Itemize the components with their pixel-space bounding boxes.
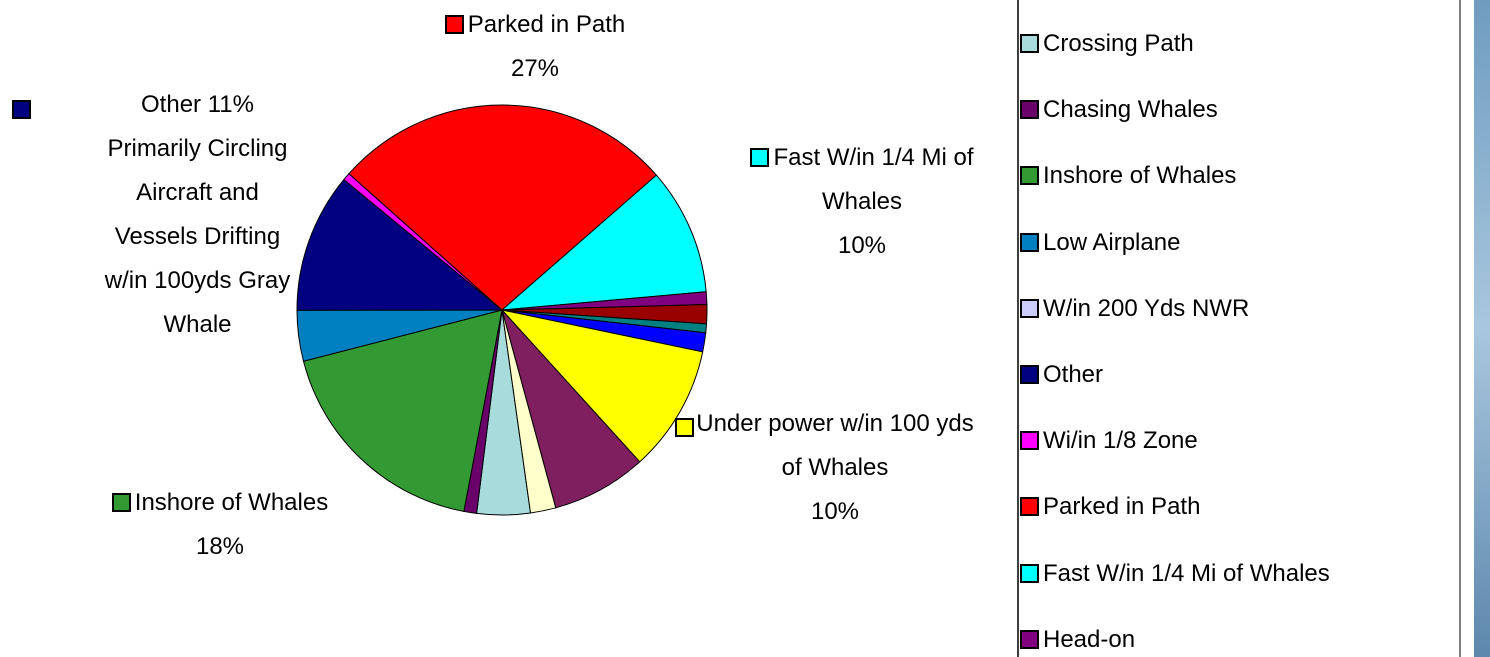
legend-text: Inshore of Whales: [1043, 162, 1237, 190]
pie-slice: [501, 309, 641, 509]
value-label: 10%: [810, 498, 860, 525]
legend-text: Other: [1043, 361, 1104, 388]
legend-text: W/in 200 Yds NWR: [1043, 294, 1250, 322]
label-text: Parked in Path: [467, 11, 626, 38]
legend-item: Chasing Whales: [1020, 96, 1218, 124]
legend-item: Fast W/in 1/4 Mi of Whales: [1020, 560, 1330, 588]
data-label: Parked in Path 27%: [400, 3, 670, 91]
legend-text: Wi/in 1/8 Zone: [1043, 427, 1198, 455]
legend-item: Low Airplane: [1020, 229, 1180, 257]
data-label: Inshore of Whales 18%: [40, 481, 400, 569]
label-swatch: [444, 15, 464, 34]
legend-swatch: [1020, 298, 1039, 318]
label-text: Inshore of Whales: [134, 489, 329, 516]
legend-item: W/in 200 Yds NWR: [1020, 295, 1249, 323]
pie-slice: [501, 309, 557, 514]
legend-text: Fast W/in 1/4 Mi of Whales: [1043, 559, 1330, 587]
label-text: Under power w/in 100 yds of Whales: [696, 410, 974, 481]
pie-slice: [296, 178, 504, 311]
legend-item: Head-on: [1020, 626, 1135, 654]
legend-text: Head-on: [1043, 625, 1136, 653]
pie-slice: [500, 309, 704, 463]
pie-slice: [348, 104, 658, 311]
legend-text: Crossing Path: [1043, 30, 1194, 57]
legend-item: Wi/in 1/8 Zone: [1020, 427, 1198, 455]
label-swatch: [111, 493, 131, 512]
value-label: 18%: [195, 533, 245, 560]
legend-swatch: [1020, 497, 1039, 517]
legend-item: Parked in Path: [1020, 493, 1200, 521]
label-swatch: [750, 148, 770, 167]
legend-swatch: [1020, 431, 1039, 451]
legend-item: Crossing Path: [1020, 30, 1194, 58]
pie-slice: [500, 174, 707, 311]
value-label: 27%: [510, 55, 560, 82]
legend-swatch: [1020, 34, 1039, 53]
label-swatch: [12, 100, 31, 119]
background-image-strip: [1474, 0, 1490, 657]
legend-swatch: [1020, 100, 1039, 120]
legend-text: Low Airplane: [1043, 228, 1181, 256]
legend-swatch: [1020, 563, 1039, 583]
data-label: Other 11% Primarily Circling Aircraft an…: [95, 83, 300, 347]
legend-item: Other: [1020, 361, 1103, 389]
label-text: Other 11% Primarily Circling Aircraft an…: [104, 91, 291, 338]
label-swatch: [675, 418, 694, 437]
legend-swatch: [1020, 166, 1039, 186]
legend-text: Parked in Path: [1043, 493, 1201, 521]
legend-item: Inshore of Whales: [1020, 162, 1236, 190]
legend-text: Chasing Whales: [1043, 96, 1218, 124]
legend-swatch: [1020, 365, 1039, 384]
legend-swatch: [1020, 232, 1039, 252]
label-text: Fast W/in 1/4 Mi of Whales: [773, 144, 974, 215]
pie-slice: [302, 309, 503, 513]
data-label: Under power w/in 100 yds of Whales 10%: [690, 402, 980, 534]
data-label: Fast W/in 1/4 Mi of Whales 10%: [712, 136, 1012, 268]
value-label: 10%: [837, 232, 887, 259]
legend-swatch: [1020, 629, 1039, 649]
